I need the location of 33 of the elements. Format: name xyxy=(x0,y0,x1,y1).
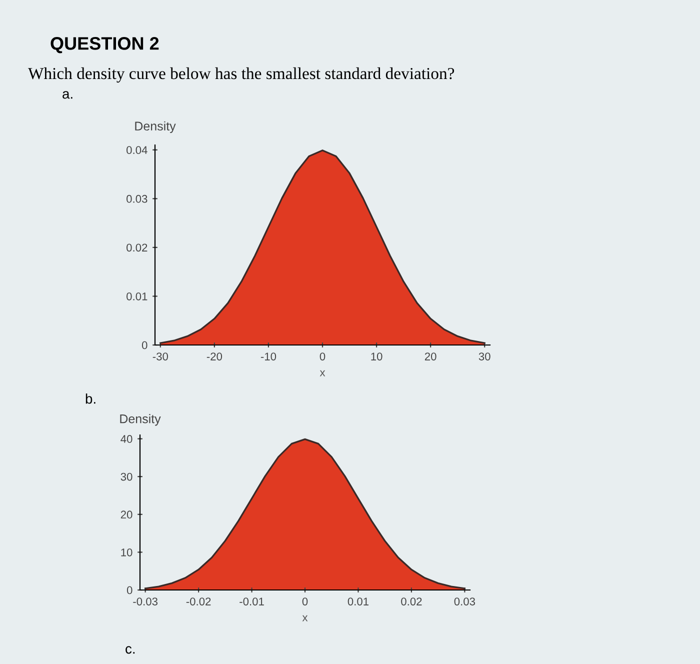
x-tick-label: -0.01 xyxy=(240,598,264,606)
y-tick-label: 30 xyxy=(120,472,132,481)
y-tick-label: 0.03 xyxy=(126,194,148,203)
text: b. xyxy=(86,394,96,404)
y-tick-label: 40 xyxy=(120,435,132,443)
x-tick-label: 0 xyxy=(320,352,326,360)
y-tick-label: 0.02 xyxy=(126,244,148,252)
y-tick-label: 0 xyxy=(126,586,132,594)
text: c. xyxy=(126,646,135,654)
text: a. xyxy=(62,91,72,99)
x-tick-label: 0.03 xyxy=(454,598,476,606)
y-tick-label: 20 xyxy=(120,510,132,519)
y-axis-title: Density xyxy=(120,414,161,426)
x-tick-label: -10 xyxy=(260,352,276,360)
x-tick-label: -20 xyxy=(206,352,222,360)
chart-subtitle: Which density curve below has the smallest standard deviation? xyxy=(28,67,454,83)
x-tick-label: -0.03 xyxy=(133,598,158,606)
x-tick-label: 0.02 xyxy=(401,598,422,606)
y-axis-title: Density xyxy=(135,121,176,133)
x-tick-label: 20 xyxy=(424,352,436,360)
x-tick-label: 30 xyxy=(478,352,490,360)
y-tick-label: 0.01 xyxy=(126,292,148,300)
y-tick-label: 0 xyxy=(142,341,148,350)
x-axis-title: x xyxy=(320,370,326,376)
x-tick-label: 0.01 xyxy=(348,598,368,606)
chart-title: QUESTION 2 xyxy=(50,37,159,54)
x-tick-label: 0 xyxy=(302,598,308,606)
y-tick-label: 0.04 xyxy=(126,146,148,154)
x-axis-title: x xyxy=(302,615,308,622)
x-tick-label: -0.02 xyxy=(186,598,211,606)
x-tick-label: -30 xyxy=(152,352,168,360)
y-tick-label: 10 xyxy=(121,548,132,556)
x-tick-label: 10 xyxy=(371,352,382,360)
